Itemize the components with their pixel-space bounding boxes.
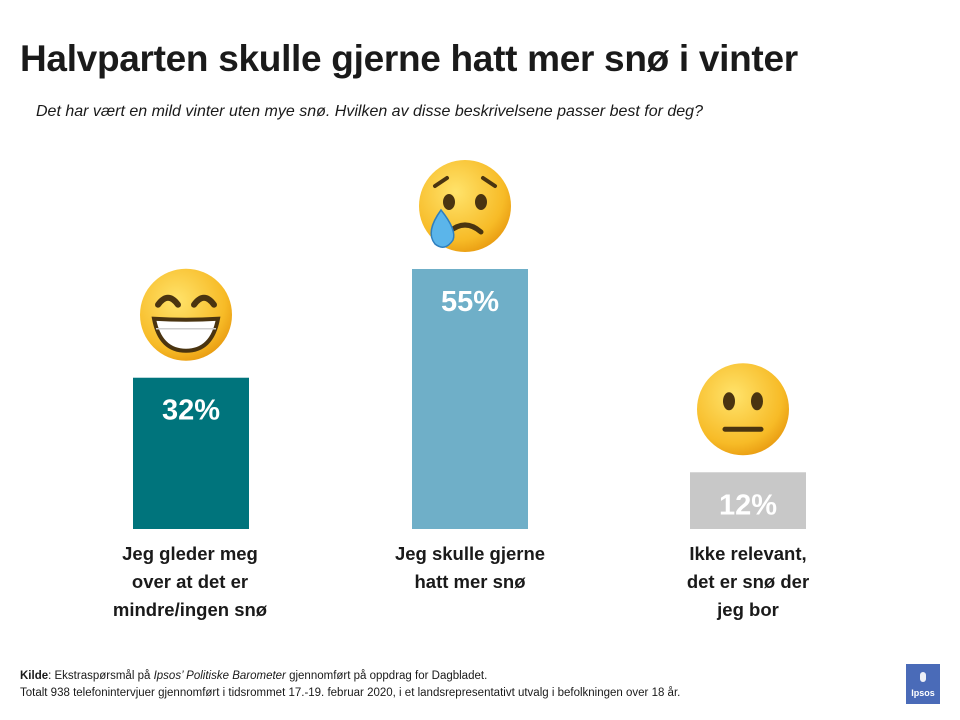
source-line-2: Totalt 938 telefonintervjuer gjennomført… [20, 687, 681, 699]
left-eye [155, 294, 181, 308]
bar-1 [133, 377, 249, 529]
category-label-3: Ikke relevant, det er snø der jeg bor [686, 543, 810, 620]
logo-mark [920, 672, 926, 682]
neutral-face-icon [697, 363, 789, 456]
data-label-2: 55% [441, 286, 499, 318]
left-eye [723, 392, 735, 411]
left-brow [433, 176, 449, 188]
neutral-face-icon-head [697, 363, 789, 456]
grinning-face-icon [140, 268, 232, 361]
bar-2 [412, 269, 528, 529]
bar-3 [690, 472, 806, 529]
ipsos-logo: Ipsos [906, 664, 940, 704]
chart-subtitle: Det har vært en mild vinter uten mye snø… [36, 103, 703, 120]
category-label-2: Jeg skulle gjerne hatt mer snø [394, 543, 546, 592]
grin-mouth [151, 316, 221, 353]
right-eye [751, 392, 763, 411]
source-barometer: Ipsos’ Politiske Barometer [153, 670, 286, 682]
source-text-a: : Ekstraspørsmål på [48, 670, 154, 682]
source-note: Kilde: Ekstraspørsmål på Ipsos’ Politisk… [20, 668, 680, 702]
right-eye [475, 194, 487, 210]
category-label-1: Jeg gleder meg over at det er mindre/ing… [112, 543, 268, 620]
source-label: Kilde [20, 670, 49, 682]
page-title: Halvparten skulle gjerne hatt mer snø i … [20, 38, 798, 79]
logo-text: Ipsos [911, 688, 935, 698]
source-text-b: gjennomført på oppdrag for Dagbladet. [285, 670, 488, 682]
source-line-1: Kilde: Ekstraspørsmål på Ipsos’ Politisk… [20, 668, 680, 685]
data-label-1: 32% [162, 395, 220, 427]
data-label-3: 12% [719, 489, 777, 521]
crying-face-icon [419, 160, 511, 252]
tear-drop [430, 208, 455, 248]
right-eye [191, 294, 217, 308]
right-brow [481, 176, 497, 188]
left-eye [443, 194, 455, 210]
